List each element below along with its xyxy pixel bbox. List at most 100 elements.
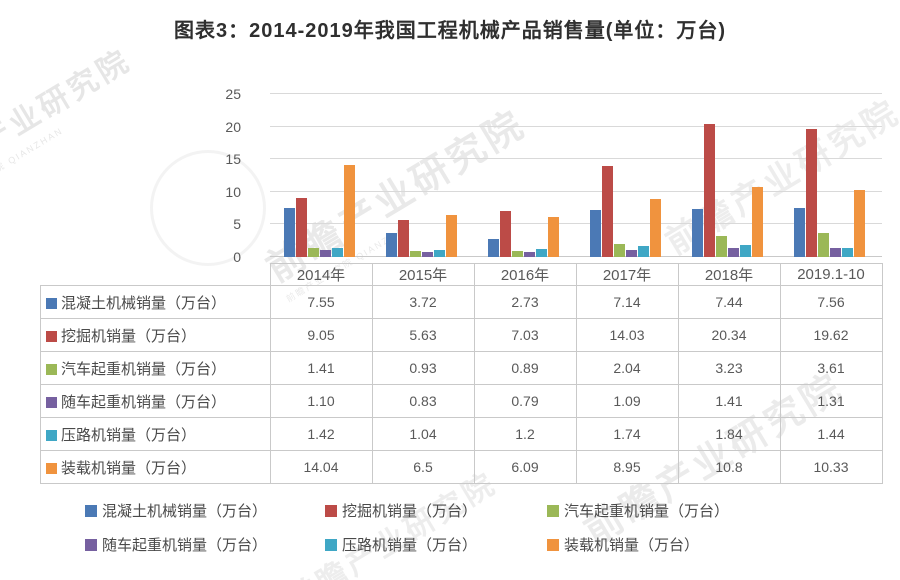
legend-label: 压路机销量（万台） [342,537,478,554]
legend-item: 压路机销量（万台） [325,535,547,556]
value-cell: 7.56 [779,285,883,319]
value-cell: 0.89 [473,351,577,385]
value-cell: 1.44 [779,417,883,451]
bar [344,165,355,257]
value-cell: 0.79 [473,384,577,418]
legend-label: 挖掘机销量（万台） [342,503,478,520]
value-cell: 0.83 [371,384,475,418]
value-cell: 6.5 [371,450,475,484]
bar [716,235,727,257]
bar [752,186,763,257]
table-header-row: 2014年 2015年 2016年 2017年 2018年 2019.1-10 [41,263,883,286]
bar [638,245,649,257]
table-row: 装载机销量（万台） 14.04 6.5 6.09 8.95 10.8 10.33 [40,450,883,484]
bar [626,249,637,257]
legend-item: 装载机销量（万台） [547,535,875,556]
legend: 混凝土机械销量（万台） 挖掘机销量（万台） 汽车起重机销量（万台） 随车起重机销量（万… [85,501,875,556]
value-cell: 1.74 [575,417,679,451]
legend-swatch-icon [547,505,559,517]
data-table: 2014年 2015年 2016年 2017年 2018年 2019.1-10 混凝土机械销… [40,263,883,484]
series-label-cell: 随车起重机销量（万台） [40,384,271,418]
table-year-header: 2014年 [269,263,373,286]
series-color-swatch-icon [46,396,57,408]
gridline [270,190,882,192]
y-tick-label: 20 [225,118,241,135]
bar [308,247,319,257]
value-cell: 1.10 [269,384,373,418]
table-row: 压路机销量（万台） 1.42 1.04 1.2 1.74 1.84 1.44 [40,417,883,451]
value-cell: 7.03 [473,318,577,352]
value-cell: 1.31 [779,384,883,418]
value-cell: 19.62 [779,318,883,352]
legend-label: 随车起重机销量（万台） [102,537,268,554]
value-cell: 1.84 [677,417,781,451]
series-label-cell: 汽车起重机销量（万台） [40,351,271,385]
legend-swatch-icon [325,505,337,517]
legend-item: 汽车起重机销量（万台） [547,501,875,522]
legend-item: 混凝土机械销量（万台） [85,501,325,522]
legend-swatch-icon [325,539,337,551]
value-cell: 8.95 [575,450,679,484]
value-cell: 7.14 [575,285,679,319]
series-color-swatch-icon [46,429,57,441]
y-tick-label: 0 [233,249,241,265]
value-cell: 1.2 [473,417,577,451]
legend-item: 随车起重机销量（万台） [85,535,325,556]
table-year-header: 2016年 [473,263,577,286]
y-tick-label: 15 [225,151,241,168]
legend-swatch-icon [547,539,559,551]
series-color-swatch-icon [46,330,57,342]
bar [692,208,703,257]
bar [590,210,601,257]
bar [830,248,841,257]
bar [446,214,457,257]
legend-swatch-icon [85,505,97,517]
gridline [270,158,882,160]
legend-label: 装载机销量（万台） [564,537,700,554]
legend-label: 混凝土机械销量（万台） [102,503,268,520]
value-cell: 1.42 [269,417,373,451]
legend-item: 挖掘机销量（万台） [325,501,547,522]
bar [728,247,739,257]
gridline [270,223,882,225]
gridline [270,125,882,127]
value-cell: 14.04 [269,450,373,484]
watermark-subtext: 前瞻产业研究院 QIANZHAN [0,125,65,209]
table-row: 随车起重机销量（万台） 1.10 0.83 0.79 1.09 1.41 1.31 [40,384,883,418]
bar [794,207,805,257]
table-row: 挖掘机销量（万台） 9.05 5.63 7.03 14.03 20.34 19.62 [40,318,883,352]
value-cell: 6.09 [473,450,577,484]
value-cell: 3.23 [677,351,781,385]
series-color-swatch-icon [46,462,57,474]
series-color-swatch-icon [46,297,57,309]
bar [422,251,433,257]
value-cell: 1.04 [371,417,475,451]
bar [296,198,307,257]
bar [332,247,343,257]
watermark: 前瞻产业研究院 前瞻产业研究院 QIANZHAN [0,36,146,209]
plot-area [270,93,882,257]
bar [842,247,853,257]
series-label-cell: 混凝土机械销量（万台） [40,285,271,319]
table-corner-cell [41,264,271,286]
bar [386,232,397,257]
table-year-header: 2015年 [371,263,475,286]
value-cell: 10.33 [779,450,883,484]
value-cell: 2.73 [473,285,577,319]
value-cell: 0.93 [371,351,475,385]
series-label-cell: 压路机销量（万台） [40,417,271,451]
value-cell: 9.05 [269,318,373,352]
y-tick-label: 10 [225,183,241,200]
value-cell: 1.41 [677,384,781,418]
bar [410,250,421,257]
bar [854,189,865,257]
value-cell: 1.09 [575,384,679,418]
bar [434,250,445,257]
gridline [270,93,882,94]
value-cell: 7.55 [269,285,373,319]
value-cell: 10.8 [677,450,781,484]
series-label-cell: 挖掘机销量（万台） [40,318,271,352]
value-cell: 3.61 [779,351,883,385]
table-row: 汽车起重机销量（万台） 1.41 0.93 0.89 2.04 3.23 3.61 [40,351,883,385]
